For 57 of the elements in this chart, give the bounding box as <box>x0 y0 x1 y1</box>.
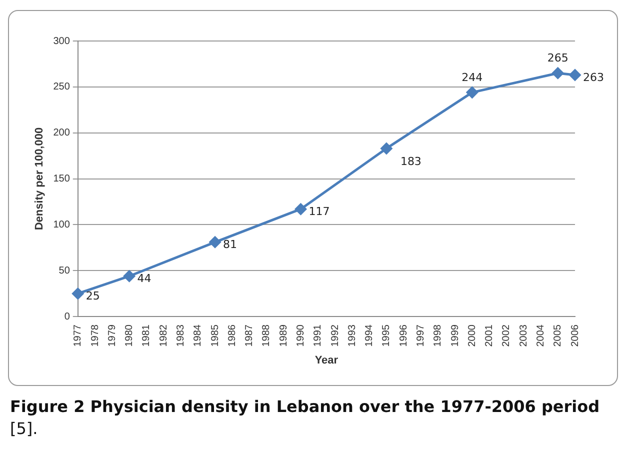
x-tick-label: 1993 <box>346 324 358 347</box>
x-tick-label: 1994 <box>364 324 376 347</box>
x-tick-label: 1977 <box>72 324 84 347</box>
x-tick-label: 1997 <box>415 324 426 347</box>
y-axis-title: Density per 100,000 <box>34 127 46 230</box>
x-tick-label: 1991 <box>312 324 324 347</box>
data-label: 117 <box>308 204 330 218</box>
x-tick-label: 1989 <box>278 324 290 347</box>
data-label: 81 <box>223 238 238 252</box>
text: [5]. <box>10 419 38 438</box>
x-tick-label: 1999 <box>450 324 461 347</box>
data-label: 265 <box>547 52 568 65</box>
y-tick-label: 0 <box>64 311 70 322</box>
x-tick-label: 1995 <box>381 324 392 347</box>
x-tick-label: 1982 <box>158 324 170 347</box>
x-axis-title: Year <box>314 354 339 366</box>
x-tick-label: 1998 <box>432 324 444 347</box>
x-tick-label: 2006 <box>570 324 581 347</box>
x-tick-label: 1987 <box>244 324 256 347</box>
x-tick-label: 2002 <box>501 324 512 347</box>
x-tick-label: 1978 <box>90 324 101 347</box>
x-tick-label: 1996 <box>398 324 410 347</box>
point <box>124 270 136 282</box>
x-tick-label: 2000 <box>466 324 478 347</box>
x-tick-label: 1986 <box>226 324 238 347</box>
x-tick-label: 1988 <box>261 324 272 347</box>
x-tick-label: 2001 <box>484 324 496 347</box>
data-label: 263 <box>583 70 604 84</box>
data-label: 25 <box>86 289 100 302</box>
point <box>552 67 564 79</box>
x-tick-label: 1992 <box>330 324 341 347</box>
point <box>209 236 221 248</box>
x-tick-label: 2005 <box>552 324 564 347</box>
x-tick-label: 1983 <box>175 324 186 347</box>
y-tick-label: 300 <box>53 36 70 47</box>
x-tick-label: 1985 <box>210 324 221 347</box>
caption: Figure 2 Physician density in Lebanon over the 1977-2006 period <box>10 397 600 416</box>
data-label: 244 <box>462 70 483 84</box>
x-tick-label: 2004 <box>535 324 546 347</box>
x-tick-label: 1979 <box>106 324 118 347</box>
point <box>380 142 392 154</box>
point <box>569 69 581 81</box>
x-tick-label: 2003 <box>518 324 530 347</box>
y-tick-label: 50 <box>58 265 70 276</box>
y-tick-label: 150 <box>53 174 70 185</box>
x-tick-label: 1990 <box>295 324 306 347</box>
y-tick-label: 200 <box>53 128 70 139</box>
point <box>466 86 478 98</box>
point <box>294 203 306 215</box>
y-tick-label: 100 <box>53 219 70 230</box>
x-tick-label: 1984 <box>192 324 204 347</box>
y-tick-label: 250 <box>53 82 70 93</box>
x-tick-label: 1981 <box>141 324 152 347</box>
data-label: 183 <box>400 154 422 168</box>
data-label: 44 <box>137 272 152 285</box>
x-tick-label: 1980 <box>124 324 136 347</box>
point <box>72 288 84 300</box>
